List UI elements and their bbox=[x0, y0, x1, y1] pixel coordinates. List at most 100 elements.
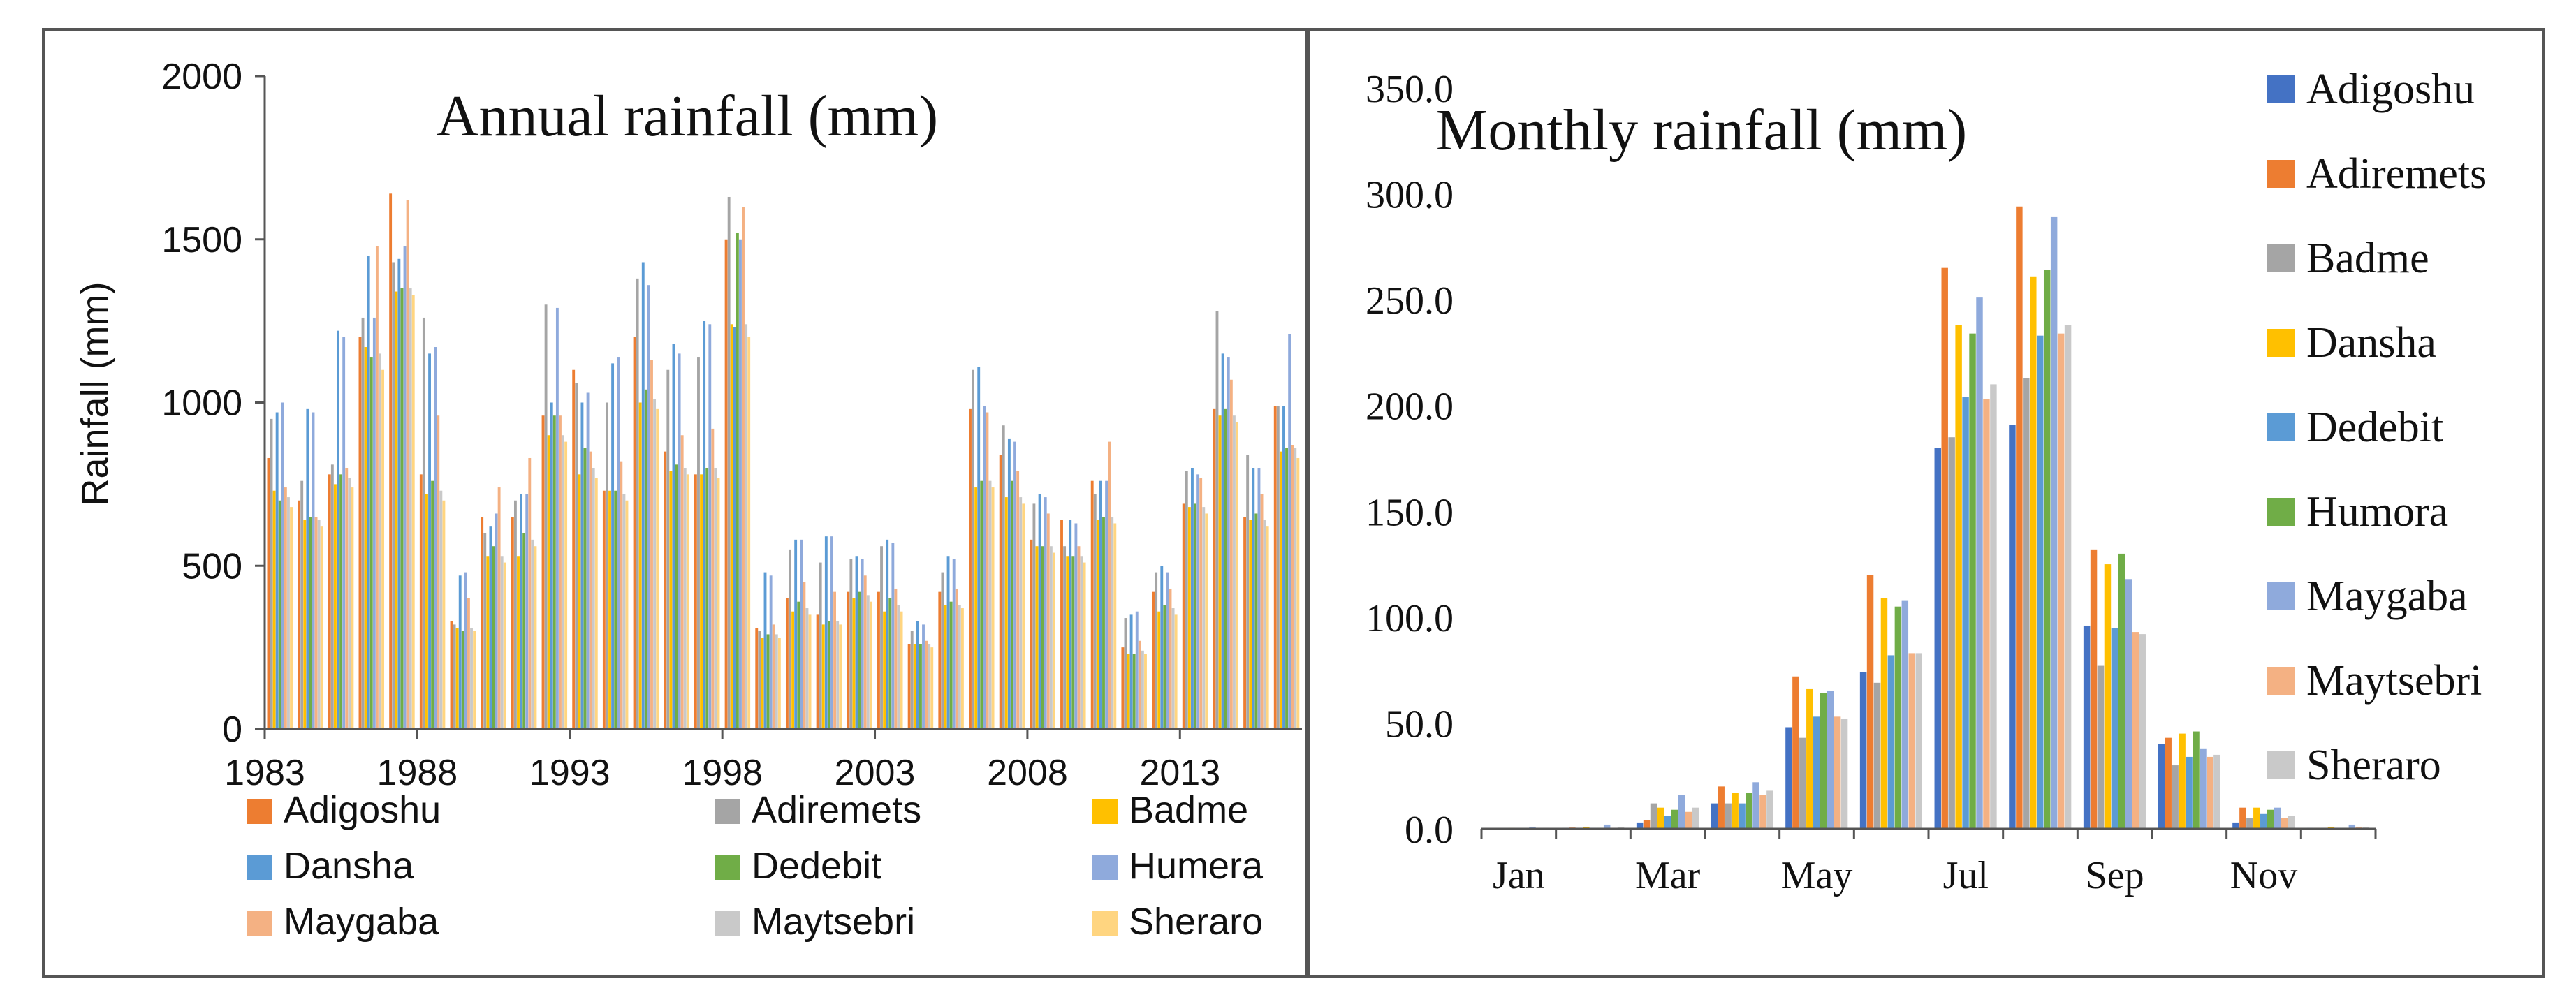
annual-bar-adigoshu-2010 bbox=[1090, 480, 1094, 729]
annual-bar-badme-2000 bbox=[791, 611, 795, 729]
annual-bar-dansha-1987 bbox=[397, 258, 401, 729]
monthly-legend-label-dansha: Dansha bbox=[2306, 319, 2436, 367]
annual-bar-humera-1993 bbox=[586, 392, 590, 729]
annual-bar-maygaba-1999 bbox=[772, 624, 775, 729]
annual-bar-humera-1991 bbox=[525, 494, 529, 729]
annual-bar-dedebit-1985 bbox=[339, 474, 343, 729]
annual-bar-dedebit-2010 bbox=[1102, 517, 1105, 730]
annual-bar-maygaba-1992 bbox=[559, 415, 562, 729]
monthly-bar-badme-jun bbox=[1873, 682, 1881, 829]
annual-bar-maytsebri-2004 bbox=[928, 644, 931, 729]
annual-legend-swatch-maygaba bbox=[247, 911, 272, 936]
monthly-legend-label-maytsebri: Maytsebri bbox=[2306, 657, 2482, 705]
annual-bar-maytsebri-1994 bbox=[622, 494, 626, 729]
monthly-legend-swatch-maytsebri bbox=[2267, 667, 2295, 695]
annual-bar-adigoshu-1990 bbox=[481, 517, 484, 730]
monthly-bar-dansha-oct bbox=[2179, 733, 2186, 829]
annual-bar-sheraro-2003 bbox=[900, 611, 903, 729]
annual-bar-adigoshu-2004 bbox=[907, 644, 911, 729]
monthly-bar-dansha-apr bbox=[1732, 793, 1739, 829]
annual-bar-adiremets-2002 bbox=[849, 559, 853, 729]
annual-bar-maytsebri-2014 bbox=[1233, 415, 1236, 729]
monthly-y-tick: 50.0 bbox=[1385, 702, 1454, 746]
monthly-bar-adigoshu-mar bbox=[1636, 822, 1644, 829]
annual-bar-adiremets-1994 bbox=[606, 402, 608, 729]
annual-bar-sheraro-1994 bbox=[625, 500, 629, 729]
annual-bar-dansha-2004 bbox=[916, 621, 919, 729]
annual-bar-dansha-2006 bbox=[977, 367, 981, 729]
annual-bar-dedebit-2007 bbox=[1011, 480, 1013, 729]
annual-bar-humera-2013 bbox=[1196, 474, 1200, 729]
annual-legend-label-dansha: Dansha bbox=[284, 845, 414, 887]
annual-bar-maytsebri-1991 bbox=[531, 539, 534, 729]
annual-bar-adigoshu-1995 bbox=[633, 337, 636, 729]
annual-bar-dedebit-2001 bbox=[827, 621, 830, 729]
monthly-y-tick: 200.0 bbox=[1366, 385, 1454, 429]
annual-y-axis-label: Rainfall (mm) bbox=[74, 281, 116, 506]
monthly-bar-badme-nov bbox=[2246, 818, 2253, 829]
annual-bar-dedebit-1997 bbox=[705, 468, 709, 729]
annual-bar-dansha-2015 bbox=[1252, 468, 1255, 729]
monthly-bar-adigoshu-nov bbox=[2232, 822, 2239, 829]
annual-x-tick: 2003 bbox=[835, 753, 916, 793]
annual-bar-dedebit-2002 bbox=[858, 591, 861, 729]
annual-bar-badme-1987 bbox=[395, 291, 398, 729]
monthly-bar-dansha-jul bbox=[1955, 325, 1962, 829]
monthly-bar-dedebit-oct bbox=[2186, 756, 2193, 829]
annual-bar-maytsebri-1999 bbox=[775, 634, 778, 729]
annual-bar-badme-2007 bbox=[1004, 497, 1008, 729]
annual-bar-dansha-1989 bbox=[458, 575, 462, 729]
annual-bar-maygaba-1986 bbox=[375, 246, 379, 730]
annual-bar-humera-2000 bbox=[800, 539, 803, 729]
annual-bar-sheraro-2002 bbox=[869, 601, 872, 729]
annual-bar-humera-2014 bbox=[1227, 357, 1230, 729]
annual-bar-dedebit-1987 bbox=[400, 288, 404, 730]
annual-y-tick: 500 bbox=[182, 546, 242, 587]
monthly-bar-sheraro-aug bbox=[2064, 325, 2072, 829]
monthly-legend-label-dedebit: Dedebit bbox=[2306, 404, 2443, 451]
annual-bar-humera-1988 bbox=[434, 347, 437, 729]
annual-bar-maytsebri-2007 bbox=[1019, 497, 1023, 729]
annual-bar-humera-1990 bbox=[495, 513, 498, 729]
monthly-bar-dansha-jun bbox=[1880, 598, 1888, 829]
monthly-bar-dedebit-mar bbox=[1664, 816, 1671, 829]
annual-bar-adiremets-1984 bbox=[300, 480, 304, 729]
annual-bar-maygaba-1984 bbox=[314, 517, 318, 730]
annual-bar-maytsebri-1993 bbox=[592, 468, 595, 729]
annual-bar-badme-2011 bbox=[1127, 654, 1130, 729]
annual-bar-maytsebri-1984 bbox=[317, 520, 321, 729]
annual-bar-adigoshu-2007 bbox=[999, 455, 1002, 729]
annual-bar-dansha-1988 bbox=[428, 353, 431, 730]
annual-bar-badme-1983 bbox=[272, 490, 276, 729]
annual-y-tick: 2000 bbox=[161, 57, 242, 97]
annual-bar-adigoshu-2005 bbox=[938, 591, 942, 729]
monthly-bar-adigoshu-oct bbox=[2158, 744, 2165, 829]
annual-bar-dedebit-2006 bbox=[980, 480, 983, 729]
annual-bar-dansha-2003 bbox=[886, 539, 889, 729]
annual-bar-maygaba-1997 bbox=[711, 428, 715, 729]
annual-bar-dansha-1984 bbox=[306, 408, 309, 729]
monthly-bar-maygaba-sep bbox=[2125, 579, 2132, 829]
monthly-bar-adiremets-jul bbox=[1941, 267, 1948, 829]
annual-bar-maygaba-2014 bbox=[1229, 379, 1233, 729]
annual-bar-badme-2015 bbox=[1249, 520, 1252, 729]
monthly-bar-humora-nov bbox=[2267, 809, 2274, 829]
monthly-bar-dedebit-jul bbox=[1962, 397, 1969, 829]
annual-bar-dedebit-1990 bbox=[492, 546, 495, 729]
annual-bar-dansha-2011 bbox=[1129, 614, 1133, 730]
annual-bar-maygaba-1996 bbox=[680, 435, 684, 729]
monthly-bar-maytsebri-aug bbox=[2057, 333, 2065, 829]
annual-bar-badme-1989 bbox=[455, 628, 459, 729]
monthly-bar-dedebit-sep bbox=[2111, 628, 2118, 829]
annual-bar-adigoshu-1989 bbox=[450, 621, 453, 729]
annual-bar-humera-2006 bbox=[983, 406, 986, 729]
annual-bar-maytsebri-1997 bbox=[714, 468, 717, 729]
annual-bar-maygaba-1987 bbox=[406, 200, 409, 729]
annual-legend-swatch-adigoshu bbox=[247, 799, 272, 824]
annual-bar-adigoshu-2001 bbox=[816, 614, 819, 730]
annual-bar-adigoshu-2015 bbox=[1243, 517, 1247, 730]
monthly-legend-label-badme: Badme bbox=[2306, 235, 2429, 282]
annual-bar-adigoshu-1992 bbox=[541, 415, 545, 729]
annual-bar-adiremets-1995 bbox=[636, 278, 639, 730]
annual-bar-badme-1986 bbox=[364, 347, 367, 729]
